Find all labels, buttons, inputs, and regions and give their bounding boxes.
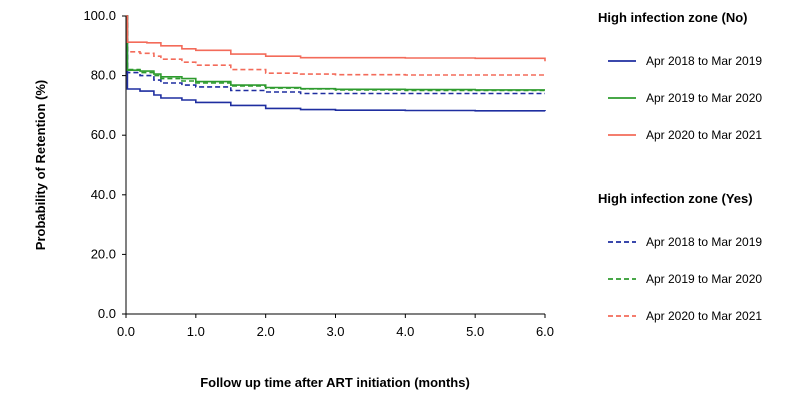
x-tick-label: 1.0 bbox=[187, 324, 205, 339]
series-line-no-apr-2020-to-mar-2021 bbox=[126, 15, 546, 62]
series-line-no-apr-2019-to-mar-2020 bbox=[126, 15, 545, 91]
y-tick-label: 0.0 bbox=[98, 306, 116, 321]
x-axis-title: Follow up time after ART initiation (mon… bbox=[200, 375, 470, 390]
legend-label: Apr 2018 to Mar 2019 bbox=[646, 54, 762, 68]
x-tick-label: 3.0 bbox=[326, 324, 344, 339]
axes: 0.0 1.0 2.0 3.0 4.0 5.0 6.0 0.0 20.0 40.0 60.0 80.… bbox=[83, 8, 554, 339]
legend: High infection zone (No) Apr 2018 to Mar … bbox=[598, 10, 762, 323]
y-tick-label: 60.0 bbox=[91, 127, 116, 142]
legend-label: Apr 2018 to Mar 2019 bbox=[646, 235, 762, 249]
x-ticks: 0.0 1.0 2.0 3.0 4.0 5.0 6.0 bbox=[117, 314, 554, 339]
legend-label: Apr 2019 to Mar 2020 bbox=[646, 272, 762, 286]
x-tick-label: 2.0 bbox=[257, 324, 275, 339]
legend-label: Apr 2020 to Mar 2021 bbox=[646, 309, 762, 323]
x-tick-label: 4.0 bbox=[396, 324, 414, 339]
y-tick-label: 40.0 bbox=[91, 187, 116, 202]
y-tick-label: 20.0 bbox=[91, 246, 116, 261]
x-tick-label: 6.0 bbox=[536, 324, 554, 339]
y-ticks: 0.0 20.0 40.0 60.0 80.0 100.0 bbox=[83, 8, 126, 321]
y-tick-label: 100.0 bbox=[83, 8, 116, 23]
legend-label: Apr 2020 to Mar 2021 bbox=[646, 128, 762, 142]
x-tick-label: 5.0 bbox=[466, 324, 484, 339]
legend-group-title: High infection zone (No) bbox=[598, 10, 747, 25]
plot-lines bbox=[126, 15, 546, 112]
series-line-yes-apr-2020-to-mar-2021 bbox=[126, 15, 545, 76]
y-tick-label: 80.0 bbox=[91, 68, 116, 83]
series-line-yes-apr-2018-to-mar-2019 bbox=[126, 15, 545, 95]
legend-group-title: High infection zone (Yes) bbox=[598, 191, 753, 206]
y-axis-title: Probability of Retention (%) bbox=[33, 80, 48, 250]
series-line-no-apr-2018-to-mar-2019 bbox=[126, 15, 546, 112]
x-tick-label: 0.0 bbox=[117, 324, 135, 339]
legend-label: Apr 2019 to Mar 2020 bbox=[646, 91, 762, 105]
